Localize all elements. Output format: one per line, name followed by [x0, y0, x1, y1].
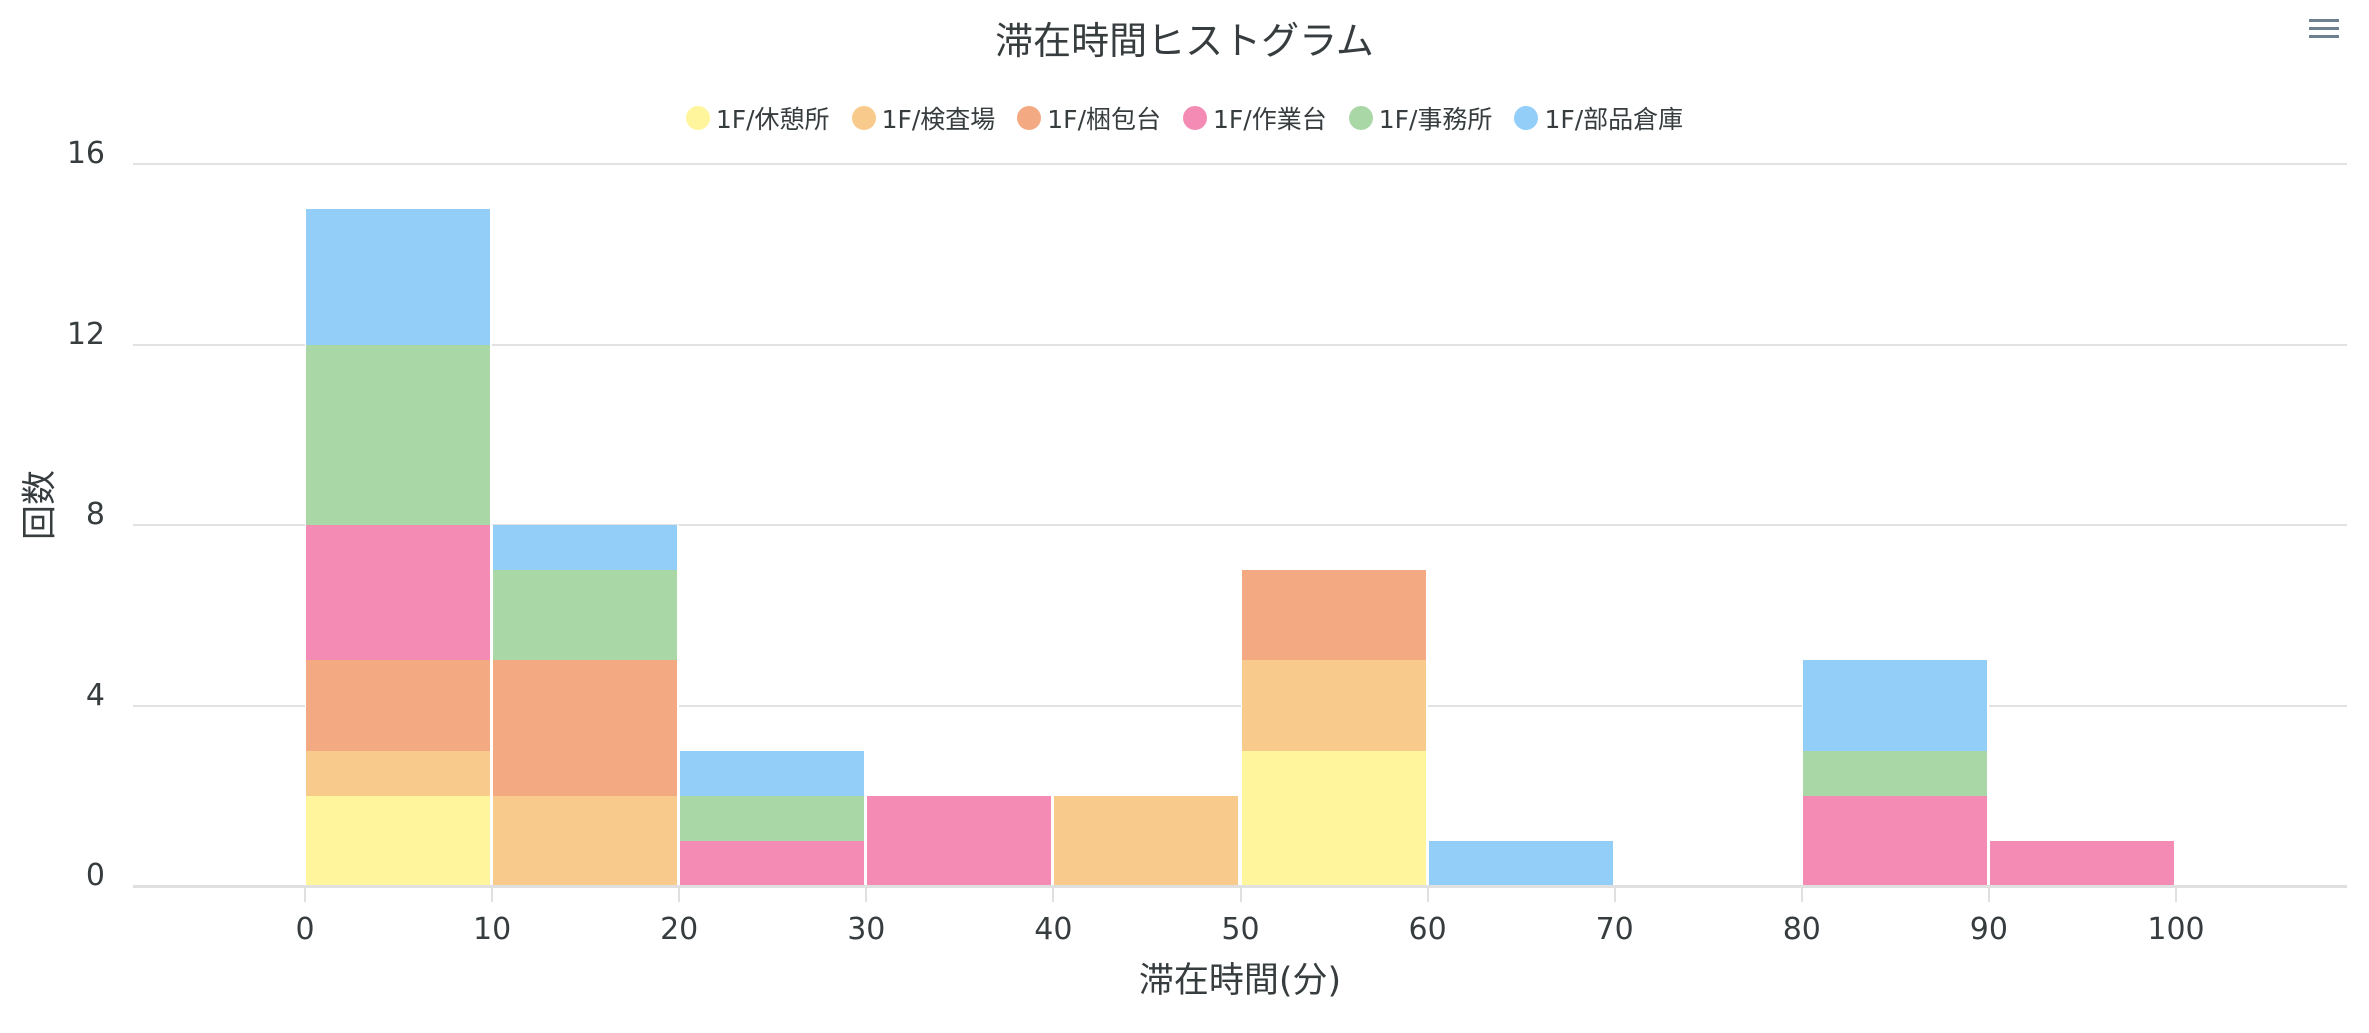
x-tick-label: 30	[847, 912, 886, 947]
bar-segment[interactable]	[1240, 570, 1428, 661]
y-axis-title: 回数	[20, 469, 61, 541]
legend-marker-icon	[1183, 106, 1207, 130]
x-tick-label: 90	[1969, 912, 2008, 947]
bar-segment[interactable]	[305, 525, 493, 661]
legend-marker-icon	[1514, 106, 1539, 130]
legend-marker-icon	[1348, 106, 1373, 130]
y-tick-label: 8	[85, 497, 105, 532]
legend-item[interactable]: 1F/休憩所	[685, 100, 830, 136]
x-tick-mark	[1239, 888, 1242, 902]
bar-segment[interactable]	[1801, 795, 1989, 886]
bar-segment[interactable]	[305, 344, 493, 525]
bar-segment[interactable]	[305, 795, 493, 886]
chart-title: 滞在時間ヒストグラム	[995, 19, 1374, 63]
legend-item[interactable]: 1F/部品倉庫	[1514, 100, 1683, 136]
x-tick-mark	[678, 888, 681, 902]
x-tick-label: 40	[1034, 912, 1073, 947]
gridline	[133, 524, 2347, 526]
legend-label: 1F/梱包台	[1047, 105, 1161, 134]
bar-segment[interactable]	[492, 660, 680, 796]
bar-segment[interactable]	[1240, 750, 1428, 886]
bar-segment[interactable]	[1240, 660, 1428, 751]
bar-segment[interactable]	[492, 570, 680, 661]
x-tick-mark	[865, 888, 868, 902]
bar-segment[interactable]	[679, 750, 867, 796]
y-tick-label: 16	[66, 136, 105, 171]
legend: 1F/休憩所 1F/検査場 1F/梱包台 1F/作業台 1F/事務所 1F/部品倉庫	[0, 100, 2369, 136]
legend-label: 1F/休憩所	[715, 105, 830, 134]
x-tick-label: 10	[473, 912, 512, 947]
gridline	[133, 343, 2347, 346]
x-tick-mark	[1613, 888, 1616, 902]
hamburger-menu-icon[interactable]	[2306, 16, 2342, 42]
bar-segment[interactable]	[1053, 795, 1241, 886]
x-tick-mark	[2175, 888, 2177, 902]
legend-item[interactable]: 1F/検査場	[851, 100, 996, 136]
y-tick-label: 12	[66, 316, 105, 352]
x-tick-mark	[1800, 888, 1803, 902]
x-tick-label: 20	[660, 912, 699, 947]
bar-segment[interactable]	[1801, 660, 1989, 751]
legend-marker-icon	[685, 106, 710, 130]
legend-label: 1F/作業台	[1213, 105, 1327, 134]
y-tick-label: 4	[85, 677, 105, 713]
legend-item[interactable]: 1F/事務所	[1348, 100, 1493, 136]
legend-label: 1F/事務所	[1378, 105, 1493, 134]
bar-segment[interactable]	[1801, 750, 1989, 796]
gridline	[133, 163, 2347, 165]
bar-segment[interactable]	[1988, 840, 2176, 886]
x-tick-label: 70	[1595, 912, 1634, 947]
y-tick-label: 0	[85, 858, 105, 893]
bar-segment[interactable]	[679, 840, 867, 886]
x-tick-label: 100	[2147, 912, 2205, 947]
legend-item[interactable]: 1F/梱包台	[1017, 100, 1161, 136]
x-tick-mark	[1987, 888, 1990, 902]
x-tick-mark	[1052, 888, 1055, 902]
bar-segment[interactable]	[1427, 840, 1615, 886]
bar-segment[interactable]	[866, 795, 1054, 886]
x-axis-title: 滞在時間(分)	[1138, 961, 1342, 1001]
bar-segment[interactable]	[305, 750, 493, 796]
x-tick-mark	[1426, 888, 1429, 902]
legend-label: 1F/検査場	[881, 105, 996, 134]
legend-marker-icon	[851, 106, 876, 130]
legend-item[interactable]: 1F/作業台	[1183, 100, 1327, 136]
x-axis-line	[133, 885, 2347, 888]
x-tick-mark	[491, 888, 494, 902]
bar-segment[interactable]	[492, 795, 680, 886]
x-tick-mark	[304, 888, 306, 902]
x-tick-label: 60	[1408, 912, 1447, 947]
bar-segment[interactable]	[492, 525, 680, 571]
legend-label: 1F/部品倉庫	[1544, 105, 1684, 134]
x-tick-label: 80	[1782, 912, 1821, 947]
legend-marker-icon	[1017, 106, 1042, 130]
gridline	[133, 704, 2347, 707]
bar-segment[interactable]	[305, 660, 493, 751]
x-tick-label: 0	[295, 912, 315, 947]
bar-segment[interactable]	[305, 209, 493, 345]
bar-segment[interactable]	[679, 795, 867, 841]
x-tick-label: 50	[1221, 912, 1260, 947]
